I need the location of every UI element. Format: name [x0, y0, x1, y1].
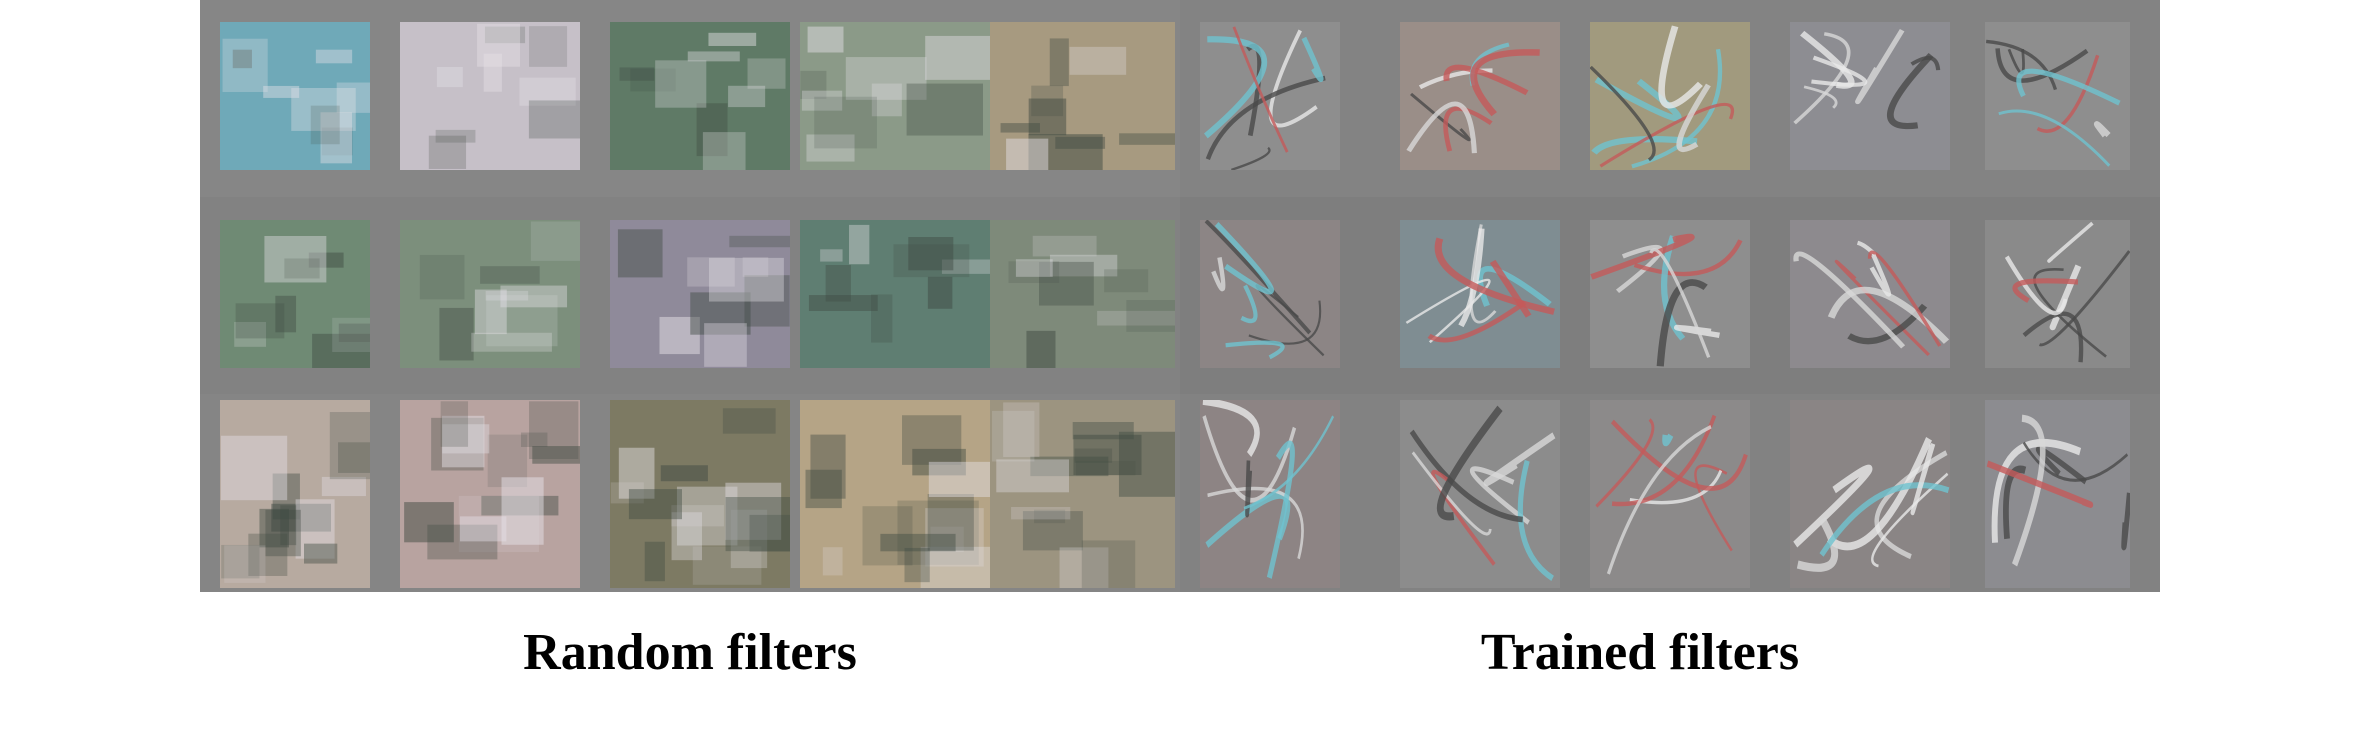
- trained-filter-tile: [1400, 400, 1560, 588]
- trained-filter-tile: [1590, 22, 1750, 170]
- random-filter-tile: [610, 220, 790, 368]
- random-filter-tile: [800, 400, 990, 588]
- trained-filter-tile: [1790, 400, 1950, 588]
- trained-filter-tile: [1400, 220, 1560, 368]
- random-filter-tile: [800, 220, 990, 368]
- trained-filter-tile: [1590, 220, 1750, 368]
- random-filter-tile: [610, 400, 790, 588]
- trained-filter-tile: [1200, 400, 1340, 588]
- trained-filter-tile: [1985, 220, 2130, 368]
- random-filter-tile: [220, 22, 370, 170]
- trained-filters-caption: Trained filters: [1480, 624, 1800, 681]
- trained-filter-tile: [1400, 22, 1560, 170]
- trained-filter-tile: [1985, 400, 2130, 588]
- trained-filter-tile: [1790, 22, 1950, 170]
- trained-filter-tile: [1200, 220, 1340, 368]
- random-filter-tile: [400, 22, 580, 170]
- random-filter-tile: [990, 220, 1175, 368]
- trained-filter-tile: [1985, 22, 2130, 170]
- trained-filter-tile: [1790, 220, 1950, 368]
- random-filters-caption: Random filters: [523, 624, 857, 681]
- random-filters-panel: [200, 0, 1180, 592]
- random-filter-tile: [990, 22, 1175, 170]
- random-filter-tile: [990, 400, 1175, 588]
- random-filter-tile: [610, 22, 790, 170]
- random-filter-tile: [800, 22, 990, 170]
- random-filter-tile: [400, 400, 580, 588]
- random-filter-tile: [220, 400, 370, 588]
- trained-filter-tile: [1590, 400, 1750, 588]
- trained-filter-tile: [1200, 22, 1340, 170]
- random-filter-tile: [400, 220, 580, 368]
- trained-filters-panel: [1180, 0, 2160, 592]
- random-filter-tile: [220, 220, 370, 368]
